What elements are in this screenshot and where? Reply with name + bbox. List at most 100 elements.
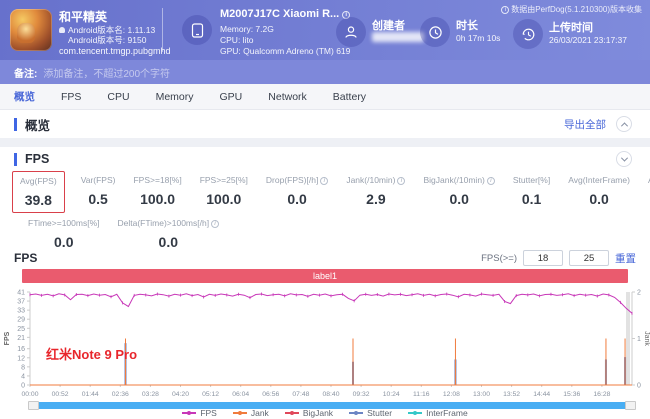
section-tabbar: 概览 FPS CPU Memory GPU Network Battery	[0, 84, 650, 110]
legend-item-BigJank[interactable]: BigJank	[284, 408, 334, 418]
metric-label: Avg(FPS)	[20, 176, 57, 186]
svg-text:37: 37	[17, 299, 25, 306]
svg-text:0: 0	[637, 383, 641, 390]
collapse-overview-button[interactable]	[616, 116, 632, 132]
user-icon	[336, 17, 366, 47]
svg-text:09:32: 09:32	[353, 391, 370, 398]
metric-label: Avg(FPS+InterFrame)	[648, 175, 650, 185]
tab-GPU[interactable]: GPU	[219, 90, 243, 103]
tab-概览[interactable]: 概览	[14, 91, 35, 103]
chart-label1-marker: label1	[22, 269, 628, 283]
svg-text:2: 2	[637, 290, 641, 297]
overview-section-header: 概览 导出全部	[0, 110, 650, 138]
svg-text:06:04: 06:04	[232, 391, 249, 398]
info-icon[interactable]: i	[486, 177, 495, 185]
creator-name-censored	[372, 32, 424, 42]
device-memory: Memory: 7.2G	[220, 24, 274, 34]
svg-text:1: 1	[637, 336, 641, 343]
upload-value: 26/03/2021 23:17:37	[549, 35, 627, 45]
metric-label: Var(FPS)	[80, 175, 116, 185]
metric-Var(FPS): Var(FPS) 0.5	[79, 171, 118, 211]
device-info-icon[interactable]: i	[342, 11, 351, 19]
metric-value: 0.0	[449, 191, 469, 207]
legend-item-FPS[interactable]: FPS	[182, 408, 217, 418]
collector-note: i 数据由PerfDog(5.1.210300)版本收集	[501, 4, 642, 15]
metric-value: 0.1	[521, 191, 542, 207]
svg-text:06:56: 06:56	[262, 391, 279, 398]
metric-value: 100.0	[140, 191, 176, 207]
metric-label: Delta(FTime)>100ms[/h] i	[118, 218, 220, 228]
metric-Stutter[%]: Stutter[%] 0.1	[511, 171, 552, 211]
svg-text:08:40: 08:40	[322, 391, 339, 398]
svg-text:03:28: 03:28	[142, 391, 159, 398]
svg-text:15:36: 15:36	[563, 391, 580, 398]
metric-Drop(FPS)[/h]: Drop(FPS)[/h] i 0.0	[264, 171, 330, 211]
chart-scrollbar[interactable]	[28, 401, 636, 410]
info-icon[interactable]: i	[320, 177, 329, 185]
legend-label: BigJank	[302, 408, 334, 418]
legend-item-InterFrame[interactable]: InterFrame	[408, 408, 468, 418]
metric-value: 100.0	[206, 191, 242, 207]
fps-metrics-row2: FTime>=100ms[%] 0.0 Delta(FTime)>100ms[/h]…	[26, 214, 221, 254]
phone-icon	[182, 15, 212, 45]
svg-text:Jank: Jank	[643, 331, 650, 346]
fps-threshold-max-input[interactable]	[569, 250, 609, 266]
svg-text:01:44: 01:44	[82, 391, 99, 398]
metric-label: Jank(/10min) i	[346, 175, 406, 185]
metric-Jank(/10min): Jank(/10min) i 2.9	[344, 171, 407, 211]
tab-Memory[interactable]: Memory	[155, 90, 194, 103]
legend-label: InterFrame	[426, 408, 468, 418]
legend-marker-icon	[232, 411, 247, 415]
app-package: com.tencent.tmgp.pubgmhd	[59, 46, 171, 56]
svg-text:07:48: 07:48	[292, 391, 309, 398]
svg-text:0: 0	[21, 383, 25, 390]
scrollbar-right-handle[interactable]	[625, 401, 636, 410]
metric-Delta(FTime)>100ms[/h]: Delta(FTime)>100ms[/h] i 0.0	[116, 214, 222, 254]
scrollbar-left-handle[interactable]	[28, 401, 39, 410]
reset-button[interactable]: 重置	[615, 252, 636, 265]
tab-FPS[interactable]: FPS	[61, 90, 82, 103]
note-bar[interactable]: 备注: 添加备注，不超过200个字符	[0, 60, 650, 84]
creator-label: 创建者	[372, 20, 405, 32]
metric-label: FTime>=100ms[%]	[28, 218, 100, 228]
legend-marker-icon	[349, 411, 364, 415]
svg-text:4: 4	[21, 373, 25, 380]
note-placeholder: 添加备注，不超过200个字符	[43, 68, 171, 80]
fps-chart-header: FPS FPS(>=) 重置	[0, 248, 650, 268]
device-annotation-text: 红米Note 9 Pro	[46, 347, 138, 362]
metric-value: 0.0	[54, 234, 74, 250]
info-icon[interactable]: i	[397, 177, 406, 185]
fps-metrics-row1: Avg(FPS) 39.8 Var(FPS) 0.5 FPS>=18[%] 100.0 FP…	[12, 171, 650, 213]
svg-text:8: 8	[21, 364, 25, 371]
overview-title: 概览	[25, 118, 51, 133]
legend-item-Jank[interactable]: Jank	[232, 408, 269, 418]
svg-text:05:12: 05:12	[202, 391, 219, 398]
svg-text:29: 29	[17, 317, 25, 324]
metric-label: FPS>=18[%]	[133, 175, 182, 185]
legend-label: FPS	[200, 408, 217, 418]
tab-Battery[interactable]: Battery	[332, 90, 367, 103]
clock-icon	[420, 17, 450, 47]
tab-Network[interactable]: Network	[268, 90, 307, 103]
fps-chart: 0 4 8 12 16 21 25 29 33 37 41 0 1 2 00:00 00:52 01:44 02:…	[0, 284, 650, 400]
svg-text:10:24: 10:24	[383, 391, 400, 398]
legend-item-Stutter[interactable]: Stutter	[349, 408, 392, 418]
metric-value: 39.8	[24, 192, 52, 208]
export-all-link[interactable]: 导出全部	[564, 118, 606, 131]
collapse-fps-button[interactable]	[616, 151, 632, 167]
legend-marker-icon	[284, 411, 299, 415]
fps-threshold-min-input[interactable]	[523, 250, 563, 266]
section-separator	[0, 138, 650, 147]
duration-label: 时长	[456, 20, 478, 32]
info-icon[interactable]: i	[211, 220, 220, 228]
svg-text:12:08: 12:08	[443, 391, 460, 398]
tab-CPU[interactable]: CPU	[107, 90, 130, 103]
metric-Avg(FPS+InterFrame): Avg(FPS+InterFrame)39.8	[646, 171, 650, 211]
metric-label: Avg(InterFrame)	[568, 175, 630, 185]
legend-label: Stutter	[367, 408, 393, 418]
section-accent-bar	[14, 117, 17, 131]
metric-FPS>=18[%]: FPS>=18[%] 100.0	[131, 171, 183, 211]
scrollbar-track[interactable]	[39, 402, 625, 409]
device-gpu: GPU: Qualcomm Adreno (TM) 619	[220, 46, 351, 56]
